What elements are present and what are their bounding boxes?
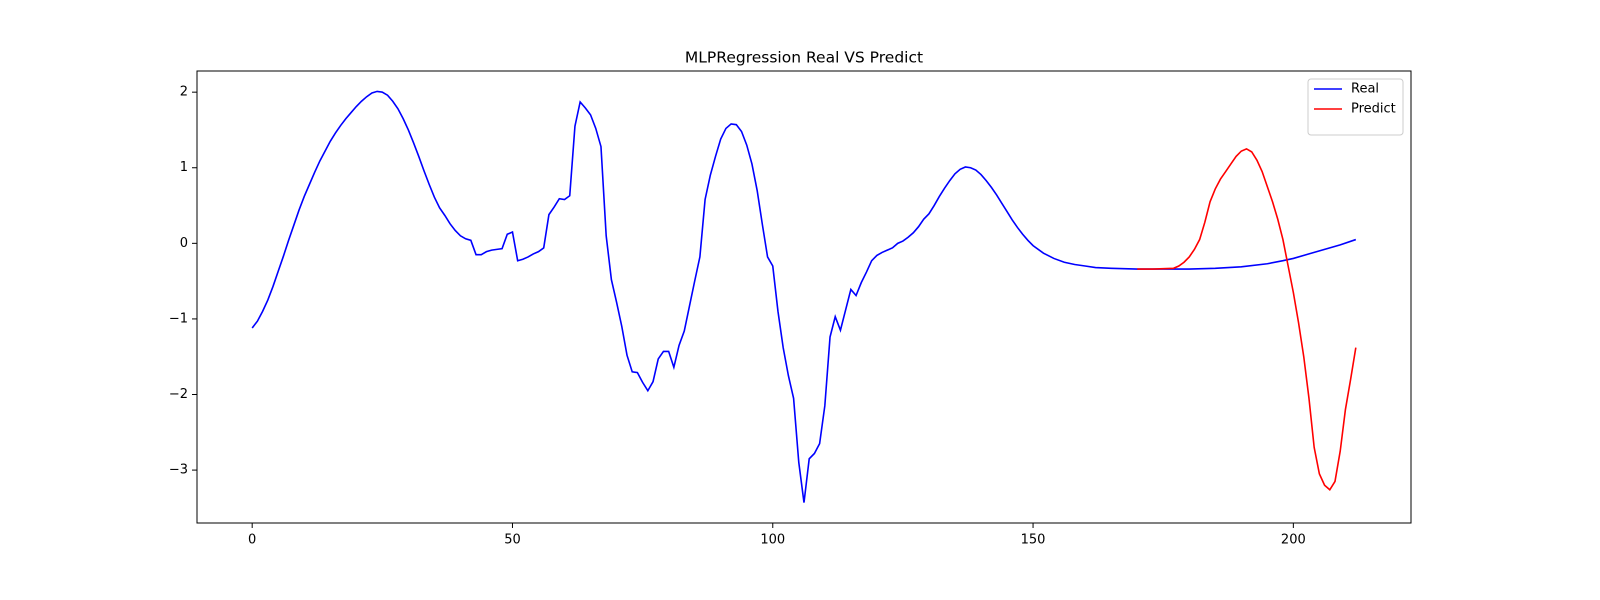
legend-label: Real bbox=[1351, 82, 1379, 97]
x-tick-label: 200 bbox=[1281, 533, 1306, 548]
plot-frame bbox=[196, 70, 1412, 524]
x-tick-label: 50 bbox=[504, 533, 521, 548]
legend-label: Predict bbox=[1351, 102, 1396, 117]
y-tick-label: 2 bbox=[180, 85, 188, 100]
y-tick-label: 0 bbox=[180, 236, 188, 251]
y-tick-label: −3 bbox=[169, 463, 188, 478]
line-series bbox=[251, 90, 1357, 503]
y-tick-label: −1 bbox=[169, 311, 188, 326]
y-tick-label: 1 bbox=[180, 160, 188, 175]
x-tick-label: 0 bbox=[248, 533, 256, 548]
x-tick-label: 100 bbox=[760, 533, 785, 548]
chart-title: MLPRegression Real VS Predict bbox=[685, 49, 923, 67]
line-series bbox=[1137, 147, 1357, 491]
x-tick-label: 150 bbox=[1021, 533, 1046, 548]
legend-box bbox=[1307, 78, 1404, 136]
y-tick-label: −2 bbox=[169, 387, 188, 402]
